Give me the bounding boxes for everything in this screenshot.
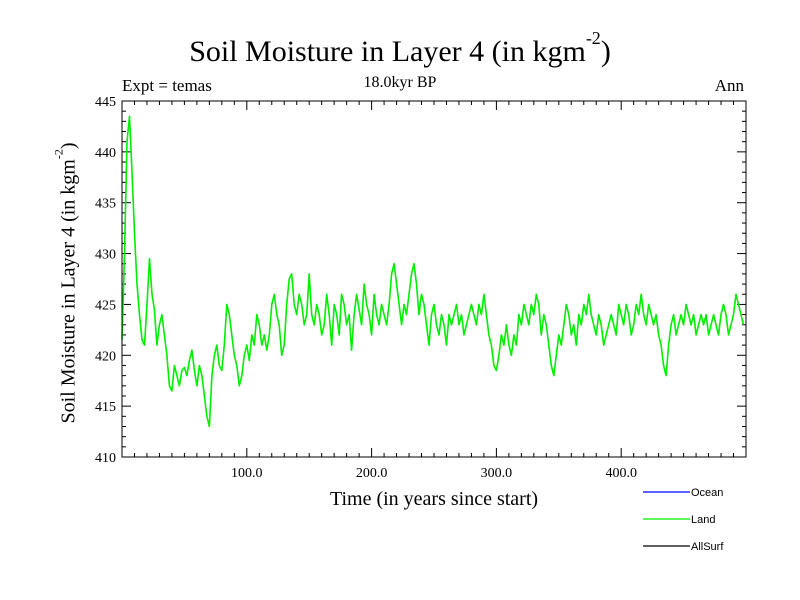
y-tick-label: 420 <box>95 349 116 364</box>
x-tick-label: 300.0 <box>481 466 513 481</box>
legend-label-allsurf: AllSurf <box>691 541 724 553</box>
experiment-label: Expt = temas <box>122 76 212 95</box>
chart-title: Soil Moisture in Layer 4 (in kgm-2) <box>189 28 611 68</box>
y-tick-label: 445 <box>95 95 116 110</box>
x-tick-label: 200.0 <box>356 466 388 481</box>
series-group <box>121 115 745 428</box>
x-tick-label: 100.0 <box>231 466 263 481</box>
series-line-land <box>121 115 745 428</box>
tick-labels: 100.0 200.0 300.0 400.0 410 415 420 425 430 435 44… <box>95 95 637 481</box>
x-tick-label: 400.0 <box>605 466 637 481</box>
y-tick-label: 440 <box>95 146 116 161</box>
season-label: Ann <box>714 76 744 95</box>
y-tick-label: 425 <box>95 298 116 313</box>
y-tick-label: 435 <box>95 197 116 212</box>
x-axis-label: Time (in years since start) <box>329 488 539 510</box>
y-tick-label: 415 <box>95 400 116 415</box>
legend-label-land: Land <box>691 514 715 526</box>
legend: Ocean Land AllSurf <box>643 487 724 553</box>
y-tick-label: 410 <box>95 451 116 466</box>
axis-ticks <box>122 101 746 457</box>
legend-label-ocean: Ocean <box>691 487 723 499</box>
plot-frame <box>121 100 747 458</box>
chart-subtitle: 18.0kyr BP <box>363 74 437 91</box>
y-tick-label: 430 <box>95 248 116 263</box>
